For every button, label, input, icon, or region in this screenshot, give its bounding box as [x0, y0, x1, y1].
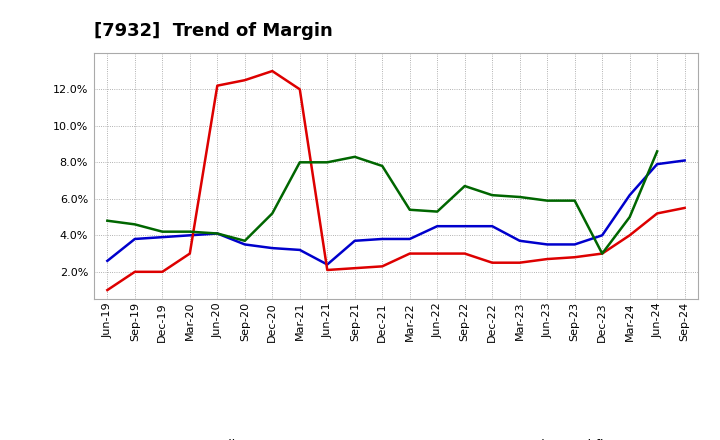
Operating Cashflow [460, 183, 469, 189]
Ordinary Income [103, 258, 112, 264]
Operating Cashflow [653, 149, 662, 154]
Net Income [460, 251, 469, 256]
Ordinary Income [570, 242, 579, 247]
Ordinary Income [680, 158, 689, 163]
Net Income [488, 260, 497, 265]
Net Income [570, 255, 579, 260]
Operating Cashflow [351, 154, 359, 159]
Operating Cashflow [488, 193, 497, 198]
Operating Cashflow [158, 229, 166, 235]
Ordinary Income [240, 242, 249, 247]
Operating Cashflow [378, 163, 387, 169]
Net Income [103, 287, 112, 293]
Ordinary Income [598, 233, 606, 238]
Ordinary Income [433, 224, 441, 229]
Net Income [433, 251, 441, 256]
Operating Cashflow [598, 251, 606, 256]
Operating Cashflow [130, 222, 139, 227]
Net Income [626, 233, 634, 238]
Net Income [516, 260, 524, 265]
Net Income [295, 87, 304, 92]
Ordinary Income [213, 231, 222, 236]
Ordinary Income [186, 233, 194, 238]
Operating Cashflow [433, 209, 441, 214]
Net Income [240, 77, 249, 83]
Ordinary Income [488, 224, 497, 229]
Ordinary Income [351, 238, 359, 243]
Net Income [653, 211, 662, 216]
Ordinary Income [158, 235, 166, 240]
Operating Cashflow [405, 207, 414, 213]
Operating Cashflow [626, 214, 634, 220]
Line: Ordinary Income: Ordinary Income [107, 161, 685, 264]
Operating Cashflow [516, 194, 524, 200]
Ordinary Income [460, 224, 469, 229]
Ordinary Income [323, 262, 332, 267]
Ordinary Income [378, 236, 387, 242]
Net Income [268, 68, 276, 73]
Operating Cashflow [543, 198, 552, 203]
Ordinary Income [405, 236, 414, 242]
Net Income [405, 251, 414, 256]
Ordinary Income [295, 247, 304, 253]
Ordinary Income [268, 246, 276, 251]
Operating Cashflow [570, 198, 579, 203]
Legend: Ordinary Income, Net Income, Operating Cashflow: Ordinary Income, Net Income, Operating C… [166, 433, 626, 440]
Line: Operating Cashflow: Operating Cashflow [107, 151, 657, 253]
Ordinary Income [543, 242, 552, 247]
Operating Cashflow [323, 160, 332, 165]
Operating Cashflow [103, 218, 112, 224]
Net Income [130, 269, 139, 275]
Operating Cashflow [213, 231, 222, 236]
Ordinary Income [653, 161, 662, 167]
Operating Cashflow [268, 211, 276, 216]
Net Income [378, 264, 387, 269]
Net Income [323, 268, 332, 273]
Operating Cashflow [186, 229, 194, 235]
Operating Cashflow [240, 238, 249, 243]
Net Income [351, 265, 359, 271]
Line: Net Income: Net Income [107, 71, 685, 290]
Net Income [186, 251, 194, 256]
Net Income [680, 205, 689, 211]
Net Income [213, 83, 222, 88]
Net Income [158, 269, 166, 275]
Net Income [543, 257, 552, 262]
Ordinary Income [130, 236, 139, 242]
Net Income [598, 251, 606, 256]
Text: [7932]  Trend of Margin: [7932] Trend of Margin [94, 22, 333, 40]
Operating Cashflow [295, 160, 304, 165]
Ordinary Income [626, 193, 634, 198]
Ordinary Income [516, 238, 524, 243]
